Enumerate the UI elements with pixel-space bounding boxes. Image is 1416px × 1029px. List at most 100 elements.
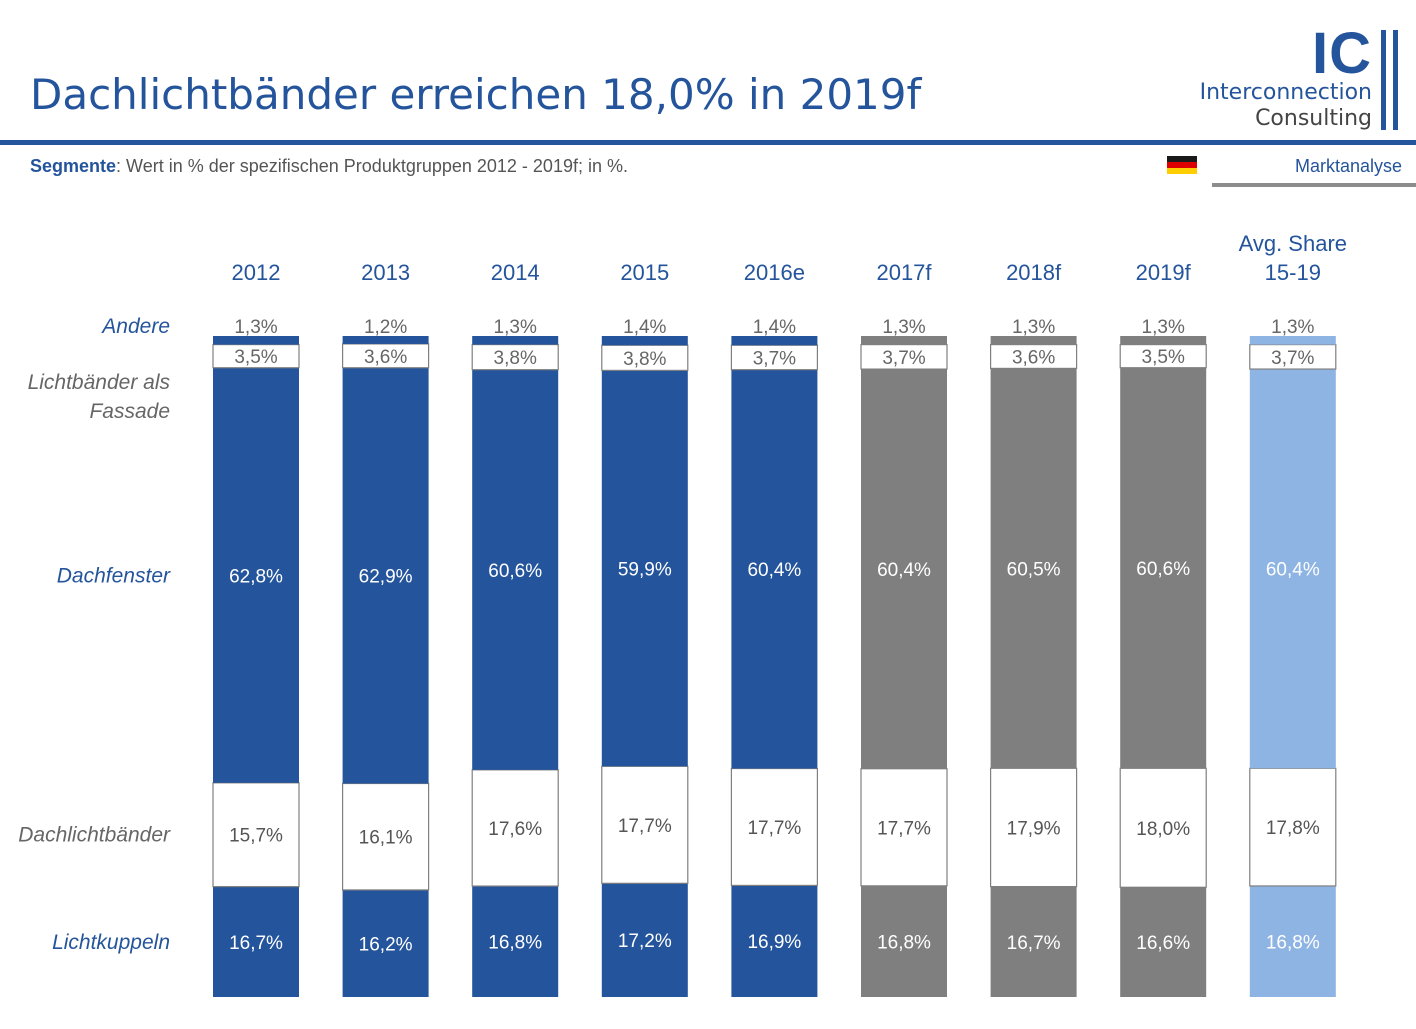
data-label: 1,3% xyxy=(494,317,537,338)
data-label: 1,3% xyxy=(882,317,925,338)
data-label: 16,9% xyxy=(747,932,801,953)
category-label: 2015 xyxy=(620,260,669,285)
section-tab-underline xyxy=(1212,183,1416,187)
category-label: 2014 xyxy=(491,260,540,285)
bar-segment xyxy=(342,367,429,784)
data-label: 3,7% xyxy=(1271,348,1314,369)
data-label: 16,8% xyxy=(1266,932,1320,953)
data-label: 3,6% xyxy=(364,347,407,368)
bar-segment xyxy=(601,883,688,997)
data-label: 1,2% xyxy=(364,317,407,338)
category-label: 2019f xyxy=(1136,260,1192,285)
bar-segment xyxy=(861,885,947,997)
bar-segment xyxy=(1249,885,1336,997)
data-label: 3,8% xyxy=(623,349,666,370)
bar-segment xyxy=(1249,343,1337,370)
data-label: 17,2% xyxy=(618,931,672,952)
data-label: 17,7% xyxy=(747,818,801,839)
data-label: 59,9% xyxy=(618,559,672,580)
data-label: 3,5% xyxy=(1142,347,1185,368)
data-label: 16,8% xyxy=(488,933,542,954)
data-label: 18,0% xyxy=(1136,819,1190,840)
category-label: 15-19 xyxy=(1265,260,1321,285)
legend-label: Lichtbänder als xyxy=(28,371,171,394)
bar-segment xyxy=(472,886,559,997)
data-label: 1,4% xyxy=(753,317,796,338)
bar-segment xyxy=(990,336,1077,345)
bar-segment xyxy=(731,336,818,346)
data-label: 60,4% xyxy=(747,560,801,581)
bar-segment xyxy=(860,768,948,887)
data-label: 60,4% xyxy=(1266,560,1320,581)
chart-subtitle: Segmente: Wert in % der spezifischen Pro… xyxy=(30,156,628,177)
data-label: 16,7% xyxy=(229,933,283,954)
data-label: 3,5% xyxy=(234,347,277,368)
legend-label: Andere xyxy=(100,315,170,338)
data-label: 60,5% xyxy=(1007,559,1061,580)
bar-segment xyxy=(1249,369,1336,769)
bar-segment xyxy=(601,344,689,371)
data-label: 62,9% xyxy=(359,567,413,588)
data-label: 1,3% xyxy=(1142,317,1185,338)
data-label: 3,7% xyxy=(882,348,925,369)
bar-segment xyxy=(1119,767,1207,888)
logo-mark: IC xyxy=(1312,21,1372,86)
bar-segment xyxy=(472,336,559,345)
data-label: 16,7% xyxy=(1007,933,1061,954)
bar-segment xyxy=(342,889,429,997)
company-logo: IC Interconnection Consulting xyxy=(1200,21,1410,138)
bar-segment xyxy=(1249,767,1337,887)
page-title: Dachlichtbänder erreichen 18,0% in 2019f xyxy=(30,70,922,119)
data-label: 15,7% xyxy=(229,826,283,847)
subtitle-text: : Wert in % der spezifischen Produktgrup… xyxy=(116,156,628,176)
subtitle-label: Segmente xyxy=(30,156,117,176)
legend-label: Dachlichtbänder xyxy=(18,824,171,847)
data-label: 60,6% xyxy=(488,561,542,582)
legend-label: Lichtkuppeln xyxy=(52,931,170,954)
data-label: 60,6% xyxy=(1136,559,1190,580)
data-label: 16,2% xyxy=(359,934,413,955)
data-label: 16,1% xyxy=(359,828,413,849)
bar-segment xyxy=(601,336,688,346)
bar-segment xyxy=(990,886,1077,997)
category-label: 2016e xyxy=(744,260,805,285)
logo-bar-icon xyxy=(1381,30,1386,130)
bar-segment xyxy=(990,368,1077,769)
bar-segment xyxy=(213,886,299,997)
logo-text-line2: Consulting xyxy=(1255,106,1372,131)
category-label: 2017f xyxy=(876,260,932,285)
bar-segment xyxy=(730,344,819,371)
bar-segment xyxy=(1120,887,1207,997)
data-label: 17,6% xyxy=(488,819,542,840)
bar-segment xyxy=(731,369,818,769)
bar-segment xyxy=(601,370,688,767)
bar-segment xyxy=(860,344,948,370)
data-label: 17,8% xyxy=(1266,818,1320,839)
category-label: Avg. Share xyxy=(1239,231,1347,256)
bar-segment xyxy=(472,369,559,770)
data-label: 60,4% xyxy=(877,560,931,581)
category-label: 2012 xyxy=(232,260,281,285)
bar-segment xyxy=(1120,336,1207,345)
bar-segment xyxy=(731,885,818,997)
bar-segment xyxy=(861,369,947,769)
bar-segment xyxy=(213,336,299,345)
data-label: 3,7% xyxy=(753,348,796,369)
category-label: 2013 xyxy=(361,260,410,285)
bar-segment xyxy=(1249,336,1336,345)
germany-flag-icon xyxy=(1167,156,1197,174)
data-label: 17,7% xyxy=(618,816,672,837)
data-label: 3,8% xyxy=(494,348,537,369)
data-label: 62,8% xyxy=(229,566,283,587)
bar-segment xyxy=(471,343,559,371)
bar-segment xyxy=(1120,367,1207,769)
data-label: 16,6% xyxy=(1136,933,1190,954)
data-label: 1,3% xyxy=(234,317,277,338)
bar-segment xyxy=(342,336,429,344)
data-label: 16,8% xyxy=(877,932,931,953)
logo-bar-icon xyxy=(1393,30,1398,130)
bar-segment xyxy=(213,367,299,783)
data-label: 1,4% xyxy=(623,317,666,338)
legend-label: Dachfenster xyxy=(57,564,171,587)
